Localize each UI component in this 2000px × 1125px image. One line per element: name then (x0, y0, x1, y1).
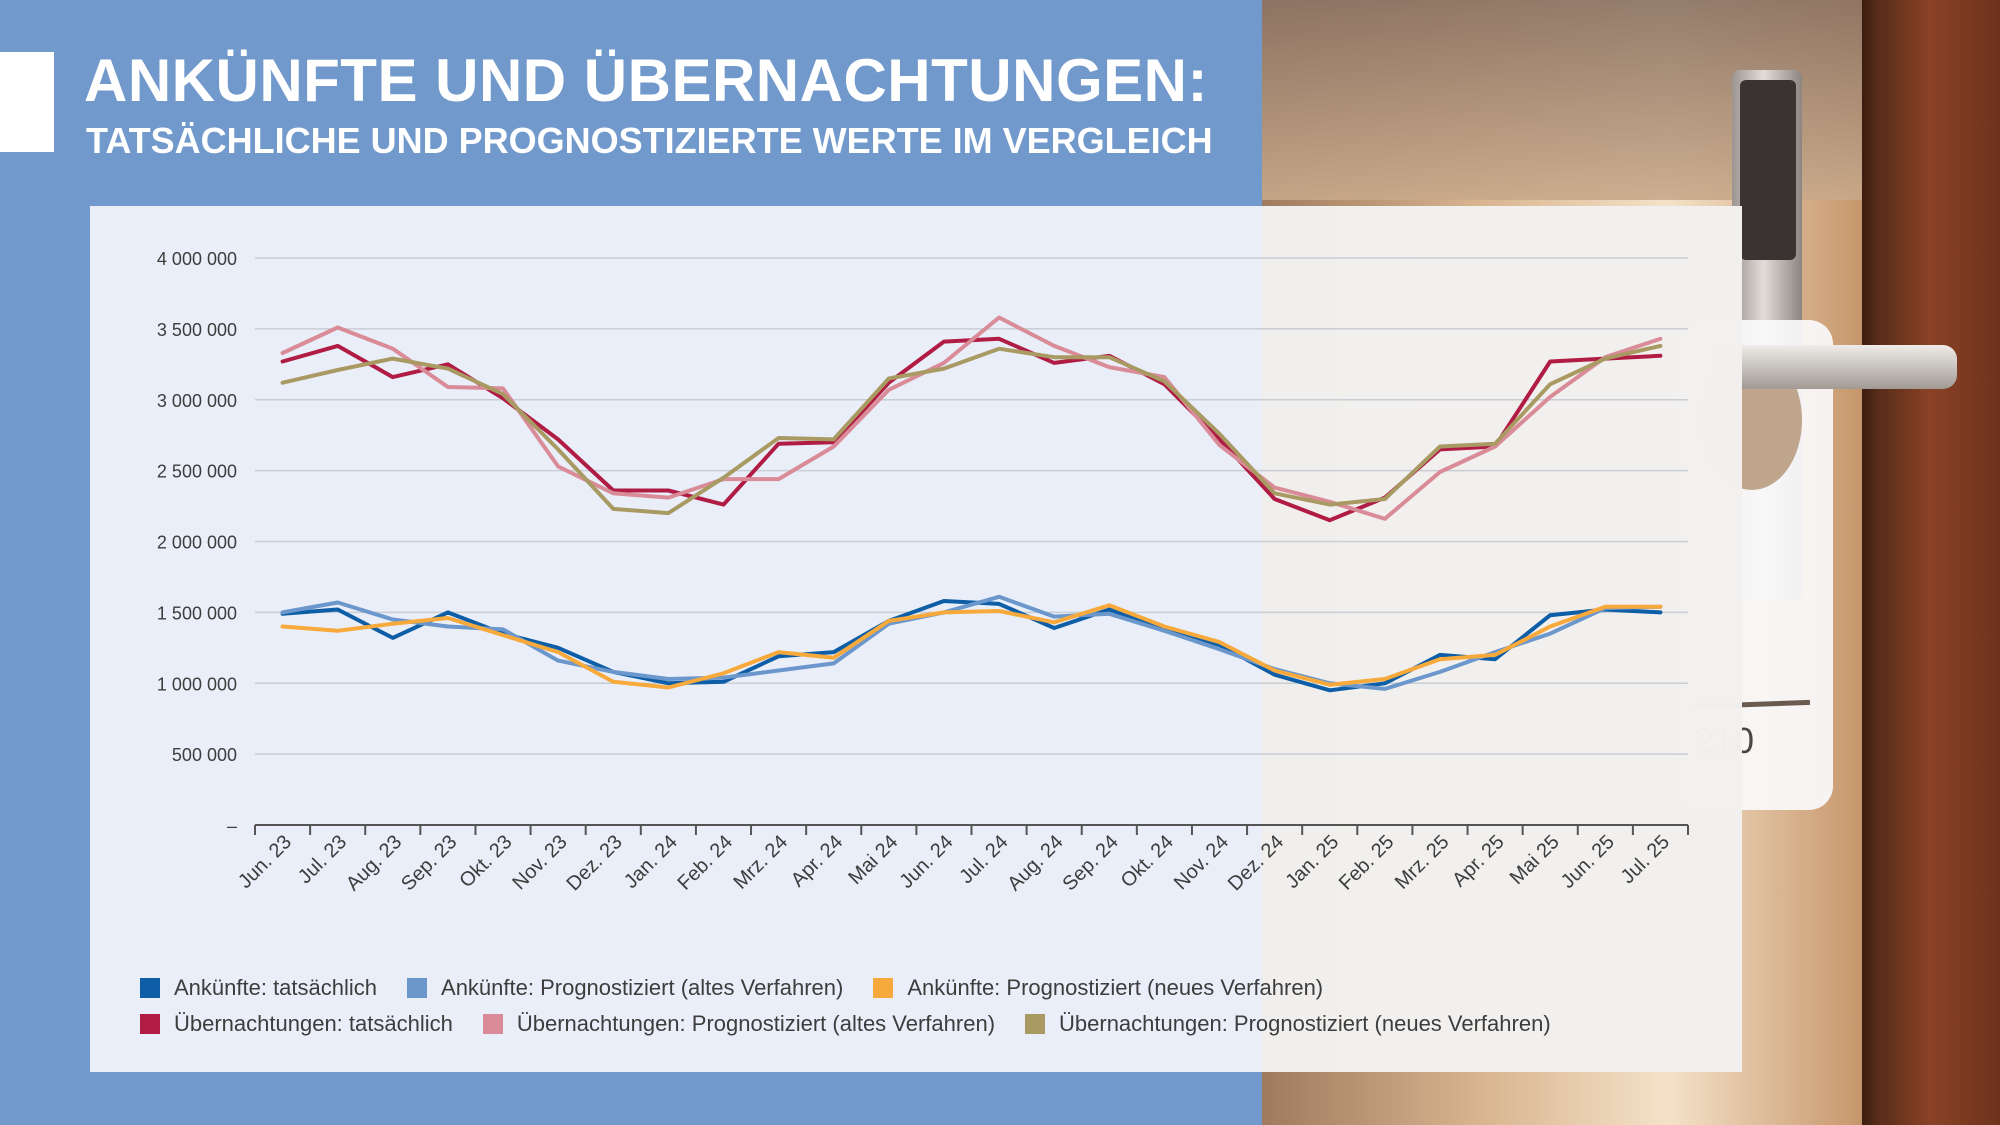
x-tick-label: Aug. 24 (1003, 831, 1067, 895)
x-tick-label: Nov. 24 (1170, 831, 1233, 894)
y-tick-label: 2 500 000 (157, 462, 237, 482)
x-tick-label: Apr. 24 (787, 831, 847, 891)
y-tick-label: 500 000 (172, 745, 237, 765)
y-tick-label: 3 500 000 (157, 320, 237, 340)
y-tick-label: 1 500 000 (157, 603, 237, 623)
x-tick-label: Jan. 24 (620, 831, 682, 893)
x-tick-label: Mai 25 (1506, 831, 1564, 889)
legend-item: Übernachtungen: tatsächlich (140, 1011, 453, 1037)
legend-item: Übernachtungen: Prognostiziert (neues Ve… (1025, 1011, 1551, 1037)
legend-label: Ankünfte: Prognostiziert (altes Verfahre… (441, 975, 844, 1000)
legend-swatch (1025, 1014, 1046, 1034)
x-tick-label: Jun. 25 (1557, 831, 1619, 893)
legend-swatch (873, 978, 894, 998)
x-tick-label: Jun. 23 (234, 831, 296, 893)
legend-item: Ankünfte: Prognostiziert (neues Verfahre… (873, 975, 1323, 1001)
x-tick-label: Dez. 23 (562, 831, 626, 895)
page-title: ANKÜNFTE UND ÜBERNACHTUNGEN: (84, 47, 1208, 114)
y-tick-label: 2 000 000 (157, 533, 237, 553)
chart-legend: Ankünfte: tatsächlich Ankünfte: Prognost… (140, 970, 1740, 1042)
legend-label: Übernachtungen: tatsächlich (174, 1011, 453, 1036)
series-line (280, 343, 1663, 516)
y-tick-label: 1 000 000 (157, 674, 237, 694)
series-line (280, 594, 1663, 691)
series-line (280, 599, 1663, 693)
legend-swatch (140, 1014, 160, 1034)
x-tick-label: Nov. 23 (508, 831, 571, 894)
y-tick-label: 3 000 000 (157, 391, 237, 411)
key-card-reader (1740, 80, 1796, 260)
x-tick-label: Sep. 24 (1059, 831, 1123, 895)
series-line (280, 603, 1663, 690)
chart-panel-overlay (1262, 206, 1742, 1072)
x-tick-label: Sep. 23 (397, 831, 461, 895)
corner-accent (0, 52, 54, 152)
legend-label: Ankünfte: tatsächlich (174, 975, 378, 1000)
x-tick-label: Okt. 24 (1117, 831, 1178, 892)
x-tick-label: Mrz. 25 (1391, 831, 1454, 894)
legend-item: Übernachtungen: Prognostiziert (altes Ve… (482, 1011, 996, 1037)
legend-label: Übernachtungen: Prognostiziert (altes Ve… (516, 1011, 996, 1036)
series-line (280, 336, 1663, 523)
legend-label: Ankünfte: Prognostiziert (neues Verfahre… (907, 975, 1324, 1000)
x-tick-label: Jul. 25 (1617, 831, 1674, 888)
y-tick-label: 4 000 000 (157, 249, 237, 269)
y-tick-label: – (227, 816, 237, 836)
legend-item: Ankünfte: Prognostiziert (altes Verfahre… (407, 975, 843, 1001)
x-tick-label: Aug. 23 (342, 831, 406, 895)
legend-label: Übernachtungen: Prognostiziert (neues Ve… (1059, 1011, 1551, 1036)
series-line (280, 315, 1663, 521)
x-tick-label: Mai 24 (844, 831, 902, 889)
legend-swatch (140, 978, 160, 998)
x-tick-label: Okt. 23 (455, 831, 516, 892)
door (1882, 0, 2000, 1125)
page-subtitle: TATSÄCHLICHE UND PROGNOSTIZIERTE WERTE I… (86, 120, 1213, 161)
legend-swatch (482, 1014, 503, 1034)
x-tick-label: Jan. 25 (1281, 831, 1343, 893)
legend-item: Ankünfte: tatsächlich (140, 975, 377, 1001)
hotel-door-photo: 210 (1262, 0, 2000, 1125)
legend-row-arrivals: Ankünfte: tatsächlich Ankünfte: Prognost… (140, 970, 1740, 1006)
x-tick-label: Feb. 24 (673, 831, 737, 895)
legend-row-overnights: Übernachtungen: tatsächlich Übernachtung… (140, 1006, 1740, 1042)
legend-swatch (407, 978, 428, 998)
x-tick-label: Mrz. 24 (729, 831, 792, 894)
x-tick-label: Feb. 25 (1335, 831, 1399, 895)
x-tick-label: Dez. 24 (1224, 831, 1288, 895)
x-tick-label: Apr. 25 (1448, 831, 1508, 891)
x-tick-label: Jun. 24 (896, 831, 958, 893)
door-handle-lever (1712, 345, 1957, 389)
